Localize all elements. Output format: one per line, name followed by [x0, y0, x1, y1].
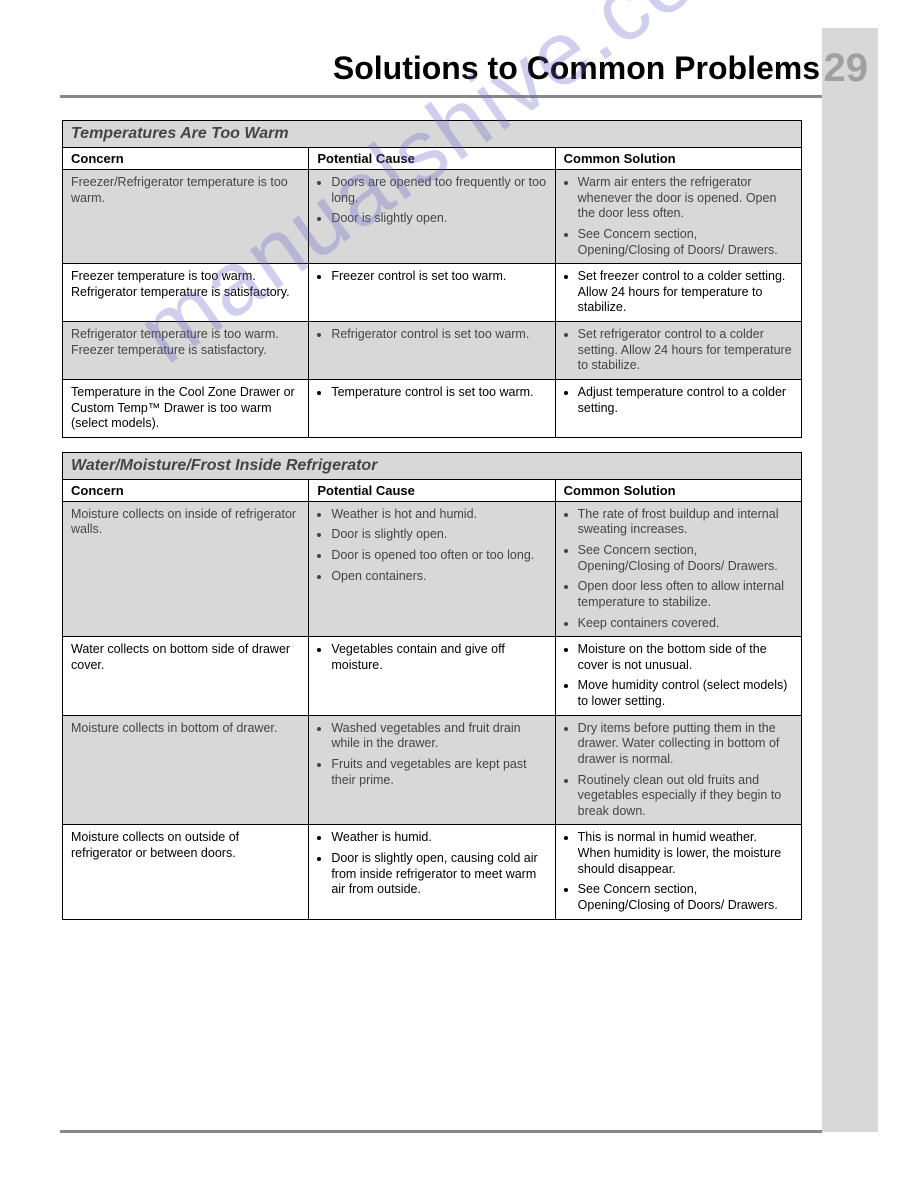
- list-item: Warm air enters the refrigerator wheneve…: [578, 175, 793, 222]
- concern-cell: Moisture collects on outside of refriger…: [63, 825, 309, 919]
- concern-cell: Moisture collects in bottom of drawer.: [63, 715, 309, 825]
- list-item: Open containers.: [331, 569, 546, 585]
- concern-cell: Freezer temperature is too warm. Refrige…: [63, 264, 309, 322]
- cause-cell: Vegetables contain and give off moisture…: [309, 637, 555, 716]
- cause-cell: Weather is hot and humid. Door is slightl…: [309, 501, 555, 636]
- solution-cell: Dry items before putting them in the dra…: [555, 715, 801, 825]
- list-item: Doors are opened too frequently or too l…: [331, 175, 546, 206]
- concern-cell: Temperature in the Cool Zone Drawer or C…: [63, 379, 309, 437]
- list-item: The rate of frost buildup and internal s…: [578, 507, 793, 538]
- column-header: Potential Cause: [309, 148, 555, 170]
- list-item: See Concern section, Opening/Closing of …: [578, 227, 793, 258]
- list-item: Weather is humid.: [331, 830, 546, 846]
- list-item: Vegetables contain and give off moisture…: [331, 642, 546, 673]
- concern-cell: Water collects on bottom side of drawer …: [63, 637, 309, 716]
- page-title: Solutions to Common Problems: [60, 50, 820, 87]
- list-item: Set freezer control to a colder setting.…: [578, 269, 793, 316]
- table-row: Moisture collects on inside of refrigera…: [63, 501, 802, 636]
- list-item: Weather is hot and humid.: [331, 507, 546, 523]
- concern-cell: Moisture collects on inside of refrigera…: [63, 501, 309, 636]
- column-header: Potential Cause: [309, 479, 555, 501]
- table-row: Water collects on bottom side of drawer …: [63, 637, 802, 716]
- list-item: Temperature control is set too warm.: [331, 385, 546, 401]
- table-row: Moisture collects on outside of refriger…: [63, 825, 802, 919]
- list-item: Dry items before putting them in the dra…: [578, 721, 793, 768]
- cause-cell: Washed vegetables and fruit drain while …: [309, 715, 555, 825]
- solution-cell: Warm air enters the refrigerator wheneve…: [555, 170, 801, 264]
- list-item: Door is opened too often or too long.: [331, 548, 546, 564]
- column-header: Concern: [63, 479, 309, 501]
- solution-cell: Moisture on the bottom side of the cover…: [555, 637, 801, 716]
- table-row: Temperature in the Cool Zone Drawer or C…: [63, 379, 802, 437]
- content-area: Temperatures Are Too WarmConcernPotentia…: [62, 120, 802, 934]
- list-item: Fruits and vegetables are kept past thei…: [331, 757, 546, 788]
- solution-cell: Set freezer control to a colder setting.…: [555, 264, 801, 322]
- list-item: Set refrigerator control to a colder set…: [578, 327, 793, 374]
- list-item: Door is slightly open, causing cold air …: [331, 851, 546, 898]
- solution-cell: The rate of frost buildup and internal s…: [555, 501, 801, 636]
- table-row: Freezer/Refrigerator temperature is too …: [63, 170, 802, 264]
- list-item: See Concern section, Opening/Closing of …: [578, 543, 793, 574]
- cause-cell: Doors are opened too frequently or too l…: [309, 170, 555, 264]
- concern-cell: Refrigerator temperature is too warm. Fr…: [63, 322, 309, 380]
- solution-cell: This is normal in humid weather. When hu…: [555, 825, 801, 919]
- section-title: Water/Moisture/Frost Inside Refrigerator: [63, 452, 802, 479]
- cause-cell: Weather is humid. Door is slightly open, …: [309, 825, 555, 919]
- list-item: Door is slightly open.: [331, 527, 546, 543]
- table-row: Refrigerator temperature is too warm. Fr…: [63, 322, 802, 380]
- page-tab: [822, 28, 878, 1132]
- list-item: Move humidity control (select models) to…: [578, 678, 793, 709]
- column-header: Common Solution: [555, 148, 801, 170]
- list-item: Moisture on the bottom side of the cover…: [578, 642, 793, 673]
- rule-top: [60, 95, 822, 98]
- concern-cell: Freezer/Refrigerator temperature is too …: [63, 170, 309, 264]
- page: 29 Solutions to Common Problems Temperat…: [0, 0, 918, 1188]
- list-item: Refrigerator control is set too warm.: [331, 327, 546, 343]
- troubleshooting-table: Temperatures Are Too WarmConcernPotentia…: [62, 120, 802, 438]
- list-item: Routinely clean out old fruits and veget…: [578, 773, 793, 820]
- list-item: See Concern section, Opening/Closing of …: [578, 882, 793, 913]
- troubleshooting-table: Water/Moisture/Frost Inside Refrigerator…: [62, 452, 802, 920]
- cause-cell: Refrigerator control is set too warm.: [309, 322, 555, 380]
- cause-cell: Temperature control is set too warm.: [309, 379, 555, 437]
- list-item: Door is slightly open.: [331, 211, 546, 227]
- list-item: Washed vegetables and fruit drain while …: [331, 721, 546, 752]
- column-header: Common Solution: [555, 479, 801, 501]
- list-item: Freezer control is set too warm.: [331, 269, 546, 285]
- list-item: This is normal in humid weather. When hu…: [578, 830, 793, 877]
- tables-container: Temperatures Are Too WarmConcernPotentia…: [62, 120, 802, 920]
- list-item: Open door less often to allow internal t…: [578, 579, 793, 610]
- table-row: Freezer temperature is too warm. Refrige…: [63, 264, 802, 322]
- list-item: Adjust temperature control to a colder s…: [578, 385, 793, 416]
- table-row: Moisture collects in bottom of drawer. Wa…: [63, 715, 802, 825]
- list-item: Keep containers covered.: [578, 616, 793, 632]
- section-title: Temperatures Are Too Warm: [63, 121, 802, 148]
- cause-cell: Freezer control is set too warm.: [309, 264, 555, 322]
- column-header: Concern: [63, 148, 309, 170]
- solution-cell: Set refrigerator control to a colder set…: [555, 322, 801, 380]
- rule-bottom: [60, 1130, 822, 1133]
- solution-cell: Adjust temperature control to a colder s…: [555, 379, 801, 437]
- page-number: 29: [824, 46, 869, 91]
